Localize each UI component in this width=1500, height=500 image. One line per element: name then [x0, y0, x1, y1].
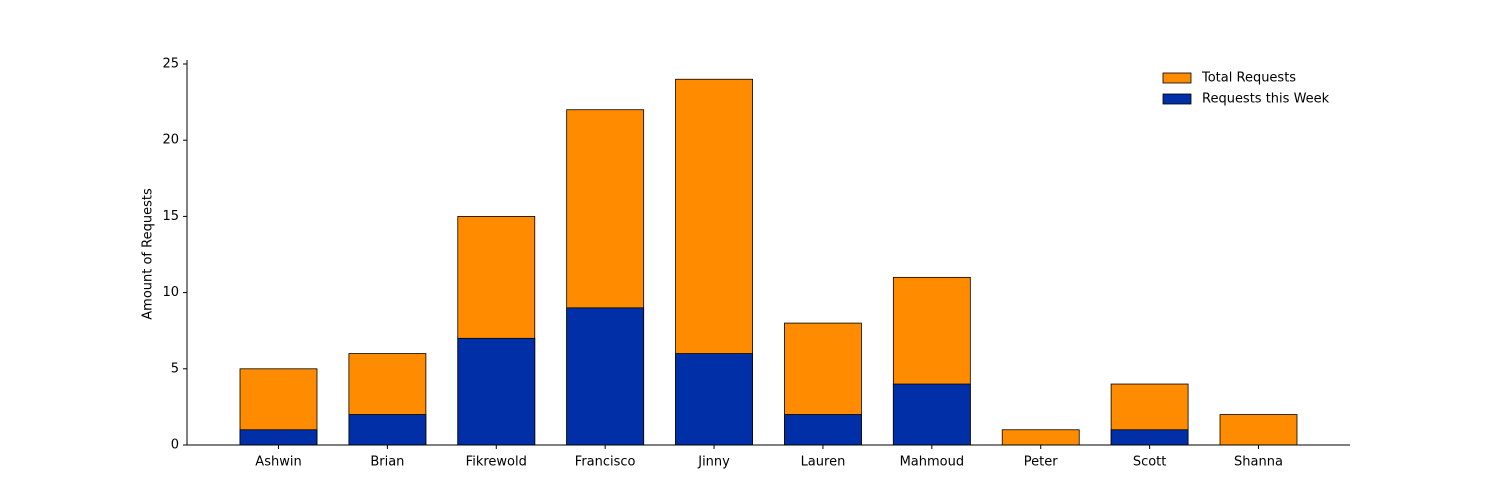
x-tick-label: Francisco: [575, 455, 636, 470]
x-tick-label: Mahmoud: [900, 455, 965, 470]
x-tick-label: Brian: [370, 455, 404, 470]
bar: [566, 307, 645, 446]
bar: [1219, 414, 1298, 446]
x-tick-label: Lauren: [801, 455, 846, 470]
bar: [784, 414, 862, 446]
x-tick-label: Ashwin: [255, 455, 301, 470]
x-tick-label: Shanna: [1234, 455, 1283, 470]
y-tick-label: 20: [162, 133, 179, 148]
bar: [457, 337, 536, 446]
bar: [239, 429, 318, 446]
y-tick-label: 10: [162, 285, 179, 300]
bar: [348, 414, 427, 446]
y-tick-label: 5: [171, 361, 179, 376]
legend-swatch: [1162, 72, 1192, 84]
y-tick-label: 0: [171, 438, 179, 453]
y-tick-label: 15: [162, 209, 179, 224]
legend-label: Total Requests: [1201, 71, 1296, 86]
x-tick-label: Peter: [1024, 455, 1058, 470]
x-tick-label: Fikrewold: [466, 455, 527, 470]
bar: [892, 383, 971, 446]
bar: [1110, 429, 1189, 446]
y-axis-label: Amount of Requests: [141, 188, 156, 320]
bar: [1001, 429, 1080, 446]
x-tick-label: Jinny: [697, 455, 730, 470]
legend-swatch: [1162, 93, 1192, 105]
y-tick-label: 25: [162, 57, 179, 72]
legend-label: Requests this Week: [1202, 92, 1330, 107]
x-tick-label: Scott: [1133, 455, 1167, 470]
bar: [675, 353, 753, 446]
